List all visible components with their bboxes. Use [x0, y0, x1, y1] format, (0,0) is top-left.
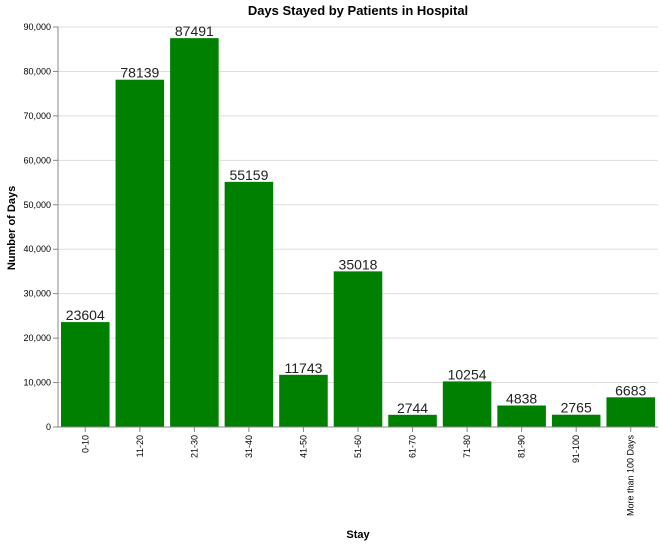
y-tick-label: 70,000	[23, 111, 51, 121]
x-tick-label: 91-100	[571, 435, 581, 463]
data-label: 78139	[120, 65, 159, 81]
y-tick-label: 90,000	[23, 22, 51, 32]
data-label: 2765	[561, 400, 592, 416]
x-tick-label: 81-90	[517, 435, 527, 458]
data-label: 55159	[229, 167, 268, 183]
data-label: 10254	[448, 366, 487, 382]
data-label: 11743	[285, 360, 323, 376]
y-tick-label: 50,000	[23, 200, 51, 210]
bar-51-60	[333, 271, 383, 427]
x-tick-label: 41-50	[298, 435, 308, 458]
bar-11-20	[115, 79, 165, 428]
data-label: 35018	[339, 256, 378, 272]
x-axis-title: Stay	[346, 529, 370, 541]
data-label: 4838	[506, 390, 537, 406]
bar-0-10	[61, 322, 110, 427]
y-axis-title: Number of Days	[6, 186, 18, 270]
x-axis: 0-10 11-20 21-30 31-40 41-50 51-60 61-70 71-80 8…	[58, 426, 658, 517]
y-axis: 0 10,000 20,000 30,000 40,000 50,000 60,000 70,…	[23, 22, 59, 432]
x-tick-label: 51-60	[353, 435, 363, 458]
bar-91-100	[551, 414, 601, 427]
bar-61-70	[388, 414, 437, 427]
x-tick-label: 0-10	[80, 435, 90, 453]
bar-81-90	[497, 405, 546, 427]
y-tick-label: 80,000	[23, 66, 51, 76]
data-labels: 23604 78139 87491 55159 11743 35018 2744 10254 4…	[66, 23, 647, 416]
chart-title: Days Stayed by Patients in Hospital	[248, 3, 468, 18]
x-tick-label: 61-70	[408, 435, 418, 458]
y-tick-label: 40,000	[23, 244, 51, 254]
bar-21-30	[170, 38, 219, 427]
bar-71-80	[442, 381, 492, 427]
y-tick-label: 60,000	[23, 155, 51, 165]
bar-41-50	[279, 374, 328, 427]
bars	[61, 38, 655, 428]
y-tick-label: 10,000	[23, 378, 51, 388]
x-tick-label: 11-20	[135, 435, 145, 457]
x-tick-label: 31-40	[244, 435, 254, 458]
data-label: 87491	[175, 23, 214, 39]
data-label: 2744	[397, 400, 428, 416]
data-label: 23604	[66, 307, 105, 323]
y-tick-label: 30,000	[23, 289, 51, 299]
data-label: 6683	[615, 382, 646, 398]
bar-31-40	[224, 181, 274, 427]
y-tick-label: 0	[46, 422, 51, 432]
bar-more-than-100-days	[606, 397, 655, 427]
x-tick-label: 71-80	[462, 435, 472, 458]
y-tick-label: 20,000	[23, 333, 51, 343]
x-tick-label: 21-30	[189, 435, 199, 458]
x-tick-label: More than 100 Days	[626, 435, 636, 517]
